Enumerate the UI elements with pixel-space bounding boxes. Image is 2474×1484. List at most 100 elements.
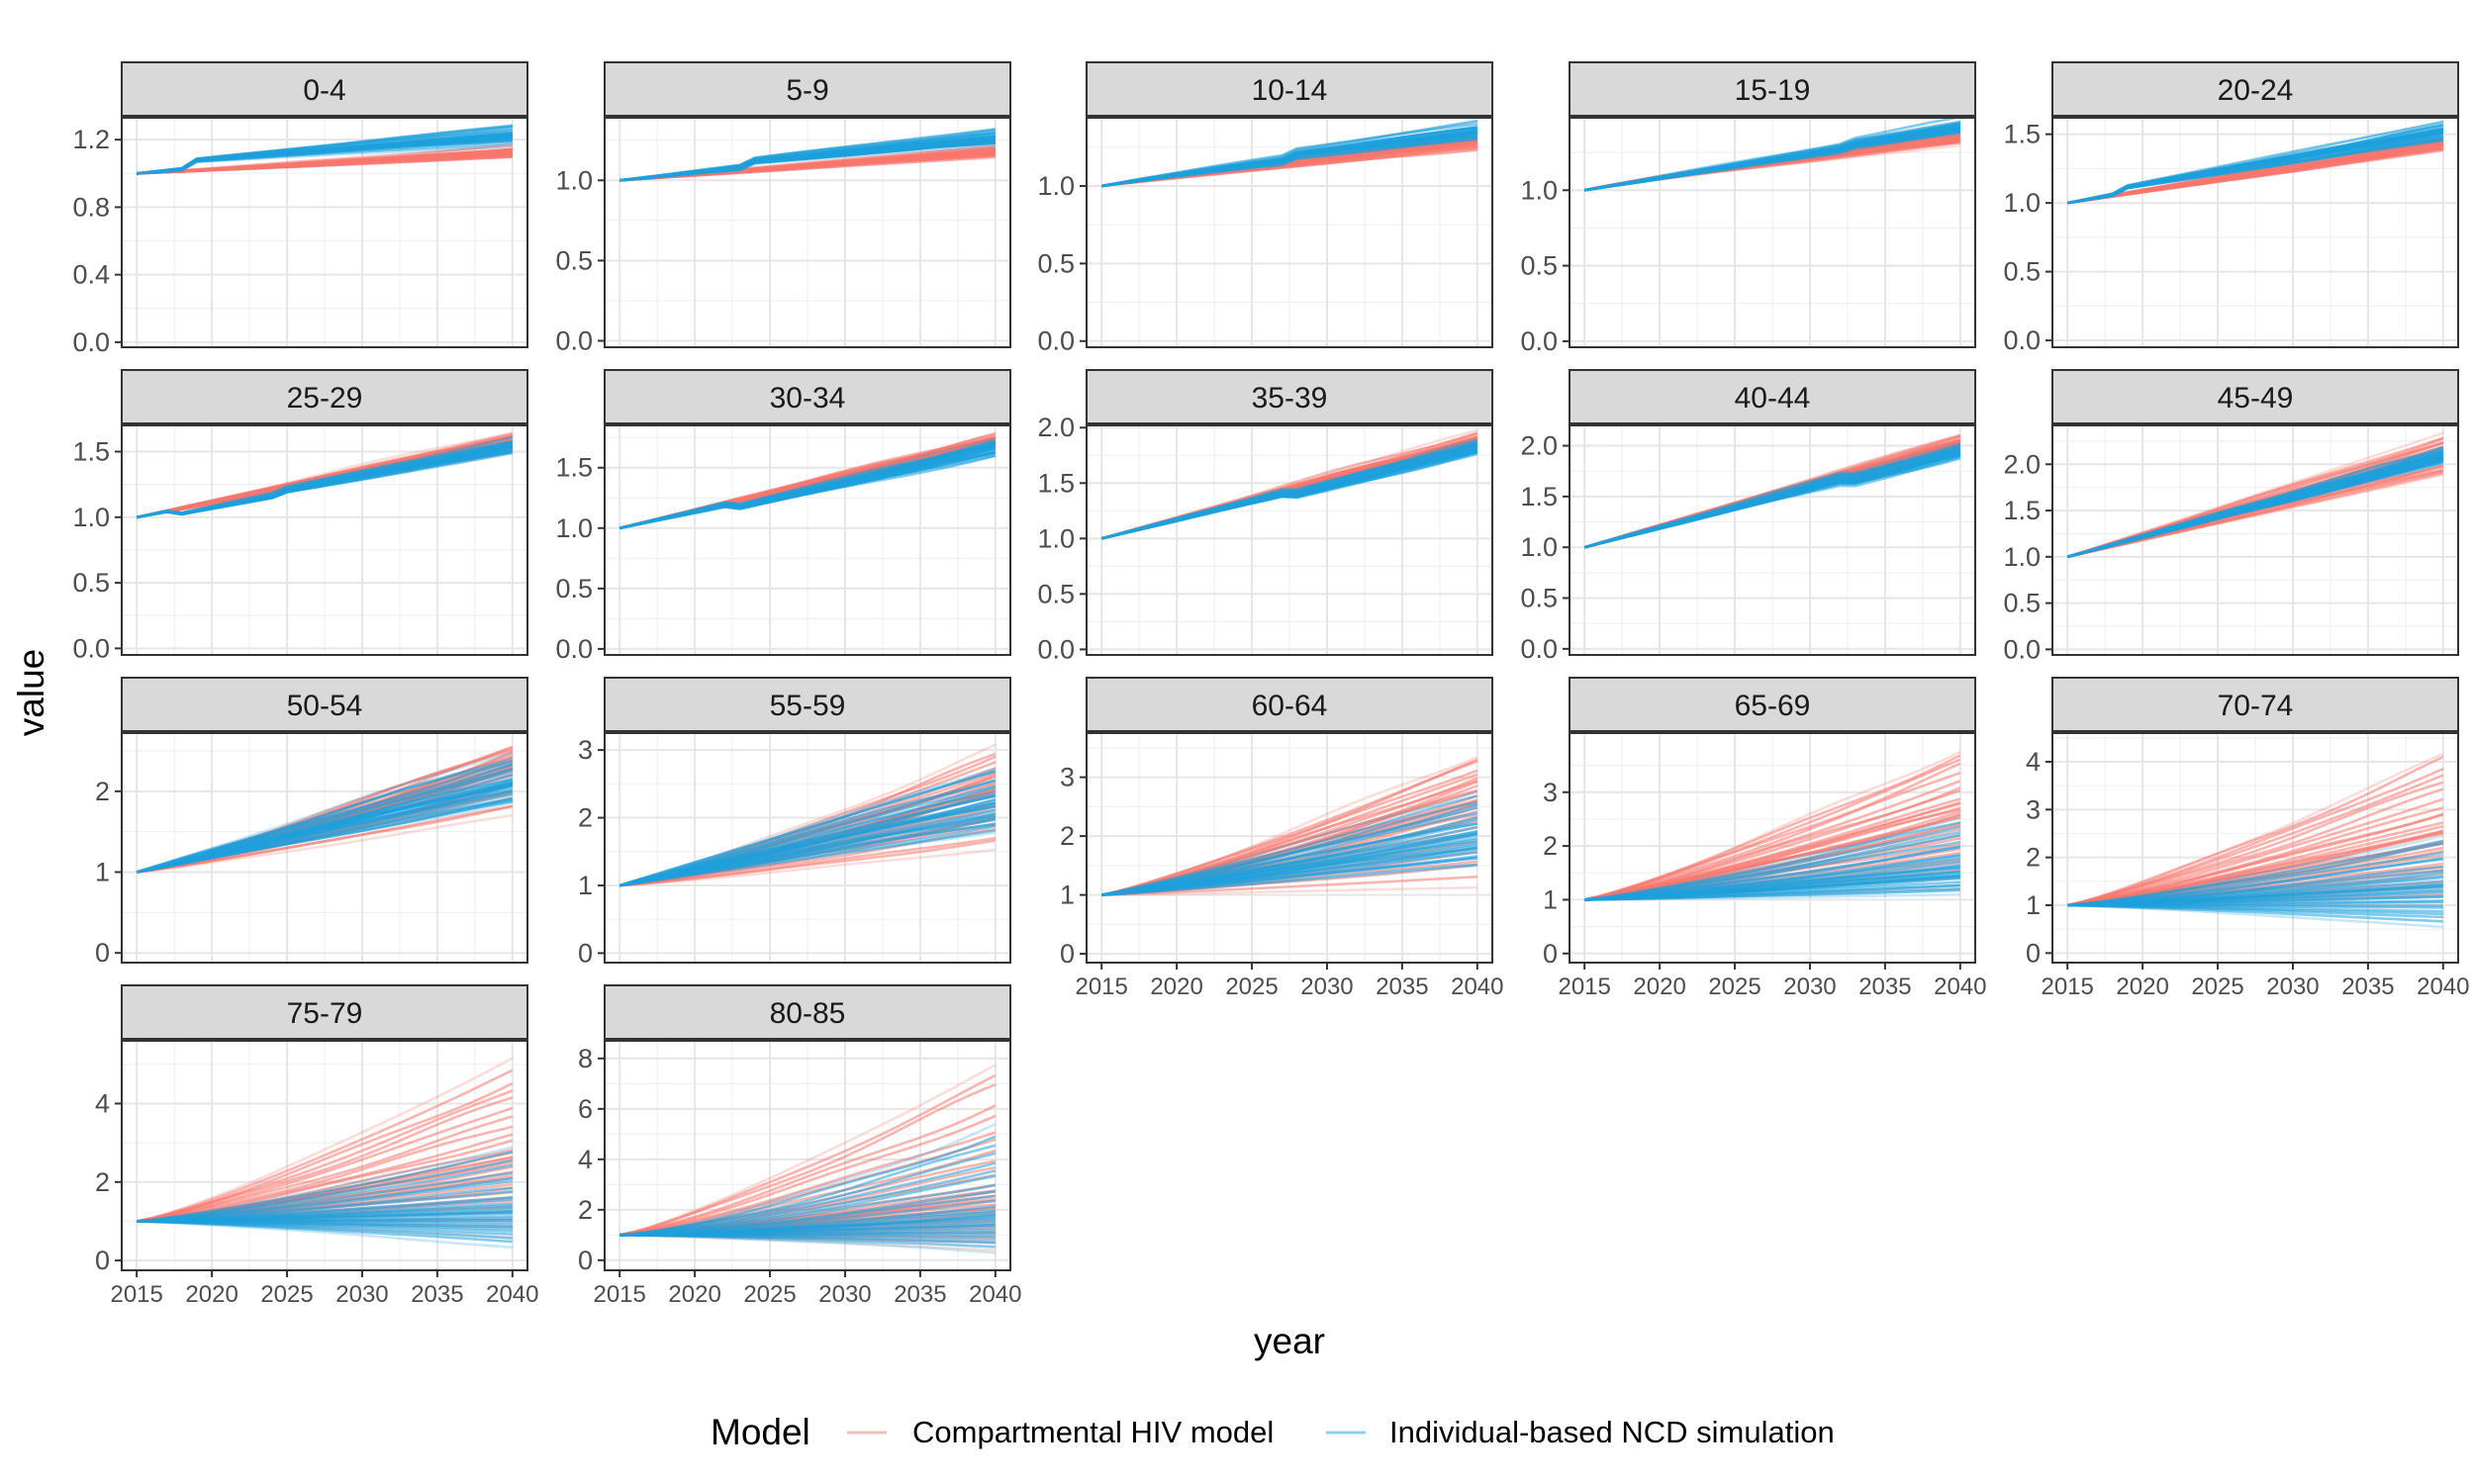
individual-ncd-runs (619, 128, 996, 182)
facet-panel-15-19: 15-19 0.0 0.5 1.0 (1520, 61, 1976, 356)
facet-strip (1569, 677, 1976, 732)
individual-ncd-run-line (137, 124, 513, 175)
legend-label-compartmental-hiv: Compartmental HIV model (912, 1415, 1274, 1449)
x-tick-label: 2015 (110, 1281, 162, 1308)
individual-ncd-run-line (2066, 121, 2444, 205)
y-tick-label: 1.0 (555, 165, 593, 195)
facet-strip (121, 677, 528, 732)
x-tick-label: 2030 (1783, 974, 1836, 1000)
individual-ncd-run-line (1583, 445, 1961, 549)
x-tick-label: 2015 (1558, 974, 1610, 1000)
y-tick-label: 1.5 (2003, 120, 2041, 149)
x-tick-label: 2025 (1708, 974, 1760, 1000)
compartmental-hiv-run-line (136, 1057, 514, 1223)
series-lines (1100, 119, 1478, 188)
facet-panel-40-44: 40-44 0.0 0.5 1.0 1.5 2.0 (1520, 369, 1976, 664)
panel-grid (2052, 425, 2458, 655)
facet-strip-label: 50-54 (287, 690, 363, 722)
y-tick-label: 6 (578, 1094, 593, 1124)
series-lines (136, 431, 514, 519)
facet-strip (2051, 677, 2459, 732)
series-lines (2066, 120, 2444, 205)
individual-ncd-run-line (136, 439, 514, 519)
y-tick-label: 1.0 (555, 513, 593, 543)
facet-strip-label: 55-59 (770, 690, 846, 722)
individual-ncd-run-line (1100, 119, 1478, 188)
facet-panel-60-64: 60-64 0 1 2 3 2015 2020 2025 2030 2035 2040 (1060, 677, 1504, 1000)
x-tick-label: 2040 (2417, 974, 2469, 1000)
x-tick-label: 2020 (1633, 974, 1685, 1000)
compartmental-hiv-run-line (2066, 797, 2444, 907)
panel-grid (122, 733, 527, 963)
x-tick-label: 2035 (1376, 974, 1428, 1000)
individual-ncd-run-line (618, 437, 997, 530)
y-tick-label: 0.5 (1520, 584, 1558, 613)
compartmental-hiv-run-line (137, 148, 513, 175)
legend: Model Compartmental HIV model Individual… (711, 1412, 1835, 1452)
y-tick-label: 4 (2026, 747, 2041, 777)
facet-strip-label: 15-19 (1735, 74, 1811, 107)
y-tick-label: 4 (95, 1088, 110, 1118)
y-tick-label: 1 (95, 858, 110, 887)
facet-panel-80-85: 80-85 0 2 4 6 8 2015 2020 2025 2030 2035 2040 (578, 984, 1022, 1308)
x-tick-label: 2030 (1300, 974, 1353, 1000)
y-tick-label: 3 (1543, 778, 1558, 807)
legend-label-individual-ncd: Individual-based NCD simulation (1389, 1415, 1835, 1449)
y-tick-label: 0.5 (2003, 589, 2041, 618)
y-tick-label: 0.8 (72, 192, 110, 222)
panel-border (2051, 117, 2459, 348)
y-axis-title: value (11, 649, 51, 736)
facet-strip (1086, 677, 1493, 732)
facet-strip (121, 984, 528, 1040)
facet-strip-label: 25-29 (287, 382, 363, 415)
y-tick-label: 4 (578, 1145, 593, 1174)
series-lines (136, 1057, 514, 1250)
individual-ncd-run-line (618, 779, 997, 887)
y-tick-label: 0.5 (1037, 579, 1075, 608)
y-tick-label: 1.5 (1037, 468, 1075, 498)
facet-strip (604, 984, 1011, 1040)
y-tick-label: 1 (1060, 881, 1075, 910)
compartmental-hiv-run-line (137, 144, 513, 175)
facet-panel-55-59: 55-59 0 1 2 3 (578, 677, 1011, 968)
individual-ncd-runs (1583, 441, 1961, 549)
compartmental-hiv-run-line (1583, 750, 1961, 901)
individual-ncd-runs (2066, 120, 2444, 205)
y-tick-label: 1.0 (2003, 188, 2041, 218)
facet-strip-label: 45-49 (2218, 382, 2294, 415)
x-tick-label: 2025 (2191, 974, 2243, 1000)
compartmental-hiv-run-line (137, 1133, 514, 1223)
panel-border (604, 732, 1011, 964)
x-tick-label: 2015 (2041, 974, 2093, 1000)
facet-strip-label: 80-85 (770, 997, 846, 1030)
y-tick-label: 0.0 (1520, 326, 1558, 356)
panel-border (1086, 424, 1493, 656)
y-tick-label: 2 (1543, 831, 1558, 861)
x-tick-label: 2015 (593, 1281, 645, 1308)
x-tick-label: 2035 (1858, 974, 1911, 1000)
panel-border (121, 424, 528, 656)
individual-ncd-run-line (619, 1135, 997, 1237)
individual-ncd-runs (137, 1146, 514, 1250)
compartmental-hiv-run-line (2066, 752, 2444, 907)
panel-border (1569, 424, 1976, 656)
facet-strip (2051, 61, 2459, 117)
facet-strip-label: 70-74 (2218, 690, 2294, 722)
facet-strip (1086, 369, 1493, 424)
compartmental-hiv-run-line (136, 1068, 514, 1223)
y-tick-label: 2 (578, 1195, 593, 1225)
individual-ncd-run-line (2066, 120, 2444, 205)
x-tick-label: 2035 (411, 1281, 463, 1308)
y-tick-label: 0.4 (72, 260, 110, 290)
facet-strip (1569, 61, 1976, 117)
y-tick-label: 2.0 (1037, 413, 1075, 442)
y-tick-label: 3 (578, 735, 593, 765)
compartmental-hiv-run-line (136, 431, 514, 519)
x-tick-label: 2040 (486, 1281, 538, 1308)
y-tick-label: 0.0 (1520, 634, 1558, 664)
series-lines (618, 1064, 997, 1254)
individual-ncd-run-line (619, 131, 996, 182)
y-tick-label: 0.0 (72, 327, 110, 357)
panel-border (121, 1040, 528, 1271)
